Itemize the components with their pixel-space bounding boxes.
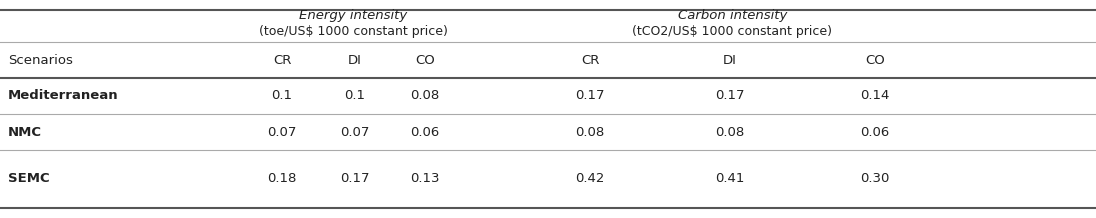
Text: CR: CR: [581, 53, 600, 66]
Text: CO: CO: [865, 53, 884, 66]
Text: CO: CO: [415, 53, 435, 66]
Text: 0.18: 0.18: [267, 172, 297, 186]
Text: 0.06: 0.06: [860, 126, 890, 138]
Text: SEMC: SEMC: [8, 172, 49, 186]
Text: 0.08: 0.08: [716, 126, 744, 138]
Text: NMC: NMC: [8, 126, 42, 138]
Text: DI: DI: [349, 53, 362, 66]
Text: 0.42: 0.42: [575, 172, 605, 186]
Text: 0.1: 0.1: [344, 90, 365, 102]
Text: Scenarios: Scenarios: [8, 53, 72, 66]
Text: 0.41: 0.41: [716, 172, 744, 186]
Text: 0.17: 0.17: [716, 90, 745, 102]
Text: 0.13: 0.13: [410, 172, 439, 186]
Text: 0.17: 0.17: [575, 90, 605, 102]
Text: 0.08: 0.08: [575, 126, 605, 138]
Text: Carbon intensity: Carbon intensity: [677, 10, 787, 22]
Text: Mediterranean: Mediterranean: [8, 90, 118, 102]
Text: 0.06: 0.06: [410, 126, 439, 138]
Text: 0.08: 0.08: [410, 90, 439, 102]
Text: 0.30: 0.30: [860, 172, 890, 186]
Text: 0.07: 0.07: [267, 126, 297, 138]
Text: CR: CR: [273, 53, 292, 66]
Text: (tCO2/US$ 1000 constant price): (tCO2/US$ 1000 constant price): [632, 26, 833, 39]
Text: 0.07: 0.07: [341, 126, 369, 138]
Text: 0.1: 0.1: [272, 90, 293, 102]
Text: (toe/US$ 1000 constant price): (toe/US$ 1000 constant price): [259, 26, 448, 39]
Text: Energy intensity: Energy intensity: [299, 10, 408, 22]
Text: 0.17: 0.17: [340, 172, 369, 186]
Text: 0.14: 0.14: [860, 90, 890, 102]
Text: DI: DI: [723, 53, 737, 66]
